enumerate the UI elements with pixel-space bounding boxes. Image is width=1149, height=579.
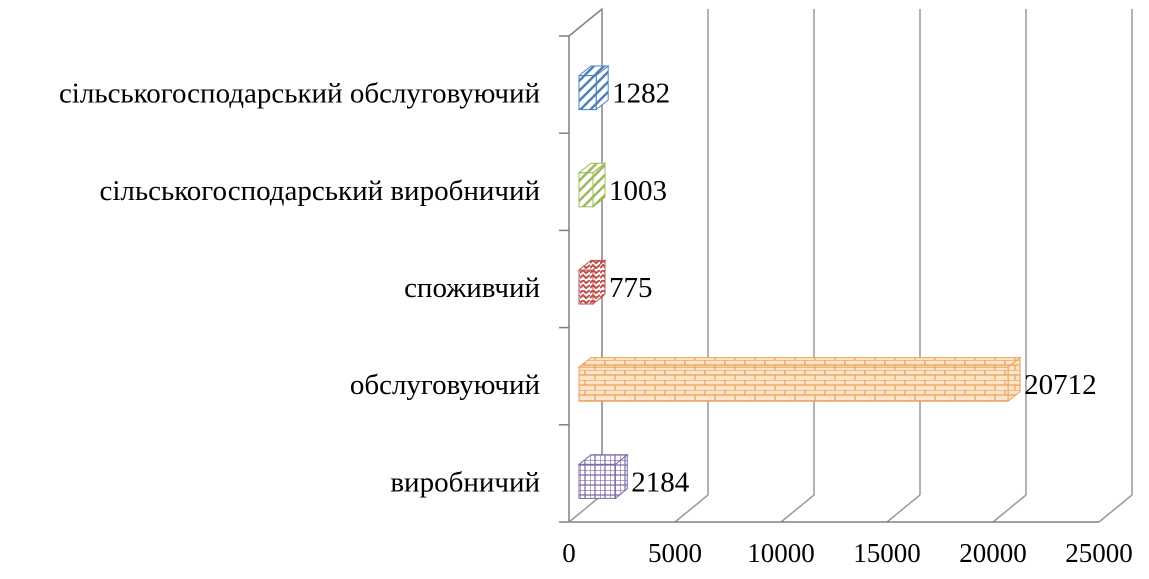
tick-label: 0 xyxy=(562,538,576,568)
bar xyxy=(577,259,607,306)
floor-gridline xyxy=(886,494,921,523)
tick-label: 5000 xyxy=(648,538,702,568)
floor-grid xyxy=(568,494,1133,523)
category-labels: виробничий обслуговуючий споживчий сільсько… xyxy=(59,78,540,499)
gridlines xyxy=(601,9,1133,495)
floor-gridline xyxy=(992,494,1027,523)
data-label: 2184 xyxy=(631,466,690,498)
data-label: 1282 xyxy=(612,78,670,110)
category-axis xyxy=(559,35,569,523)
tick-label: 15000 xyxy=(853,538,921,568)
bar xyxy=(577,162,607,208)
floor-gridline xyxy=(780,494,815,523)
category-label: сільськогосподарський обслуговуючий xyxy=(59,78,540,110)
category-label: споживчий xyxy=(404,272,540,304)
tick-label: 25000 xyxy=(1065,538,1133,568)
floor-gridline xyxy=(1098,494,1133,523)
data-labels: 2184 20712 775 1003 1282 xyxy=(609,78,1097,499)
bar xyxy=(577,453,629,500)
tick-labels: 0 5000 10000 15000 20000 25000 xyxy=(562,538,1133,568)
category-label: виробничий xyxy=(390,466,540,498)
bar xyxy=(577,356,1022,403)
floor-gridline xyxy=(674,494,709,523)
bar xyxy=(577,64,610,111)
data-label: 775 xyxy=(609,272,653,304)
bars xyxy=(577,64,1022,500)
category-label: обслуговуючий xyxy=(350,369,540,401)
tick-label: 20000 xyxy=(959,538,1027,568)
data-label: 20712 xyxy=(1024,369,1097,401)
category-label: сільськогосподарський виробничий xyxy=(99,175,540,207)
data-label: 1003 xyxy=(609,175,667,207)
tick-label: 10000 xyxy=(747,538,815,568)
floor-gridline xyxy=(568,494,603,523)
